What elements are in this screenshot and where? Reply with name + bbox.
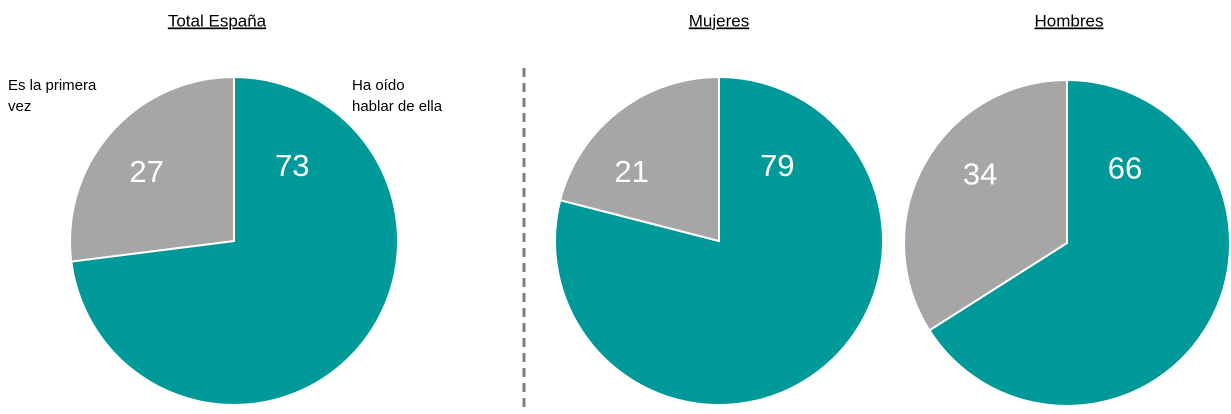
label-line: vez bbox=[8, 98, 31, 115]
pie-slice bbox=[558, 75, 720, 243]
pie-slice bbox=[903, 78, 1068, 332]
value-label: 66 bbox=[1108, 151, 1142, 186]
category-label: Es la primera vez bbox=[8, 77, 97, 115]
value-label: 21 bbox=[614, 154, 648, 189]
label-line: Es la primera bbox=[8, 77, 97, 94]
value-label: 79 bbox=[760, 148, 794, 183]
category-label: Ha oído hablar de ella bbox=[352, 77, 443, 115]
pie-slice bbox=[554, 75, 884, 406]
value-label: 73 bbox=[275, 148, 309, 183]
value-label: 34 bbox=[963, 156, 997, 191]
value-label: 27 bbox=[129, 154, 163, 189]
chart-title: Total España bbox=[168, 11, 267, 30]
label-line: hablar de ella bbox=[352, 98, 443, 115]
label-line: Ha oído bbox=[352, 77, 405, 94]
pie-slice bbox=[69, 75, 235, 263]
pie-slice bbox=[927, 78, 1231, 407]
chart-title: Hombres bbox=[1035, 11, 1104, 30]
chart-title: Mujeres bbox=[689, 11, 749, 30]
